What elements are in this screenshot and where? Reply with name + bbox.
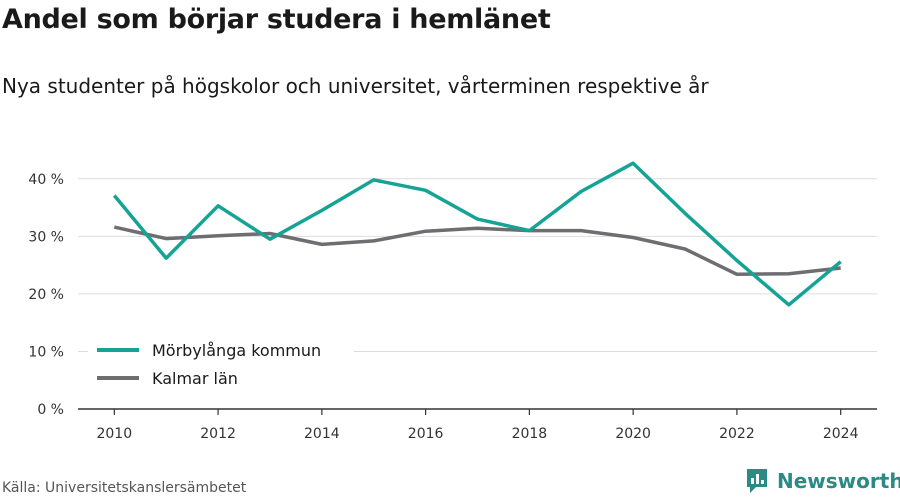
series-line xyxy=(113,225,841,277)
x-tick-label: 2022 xyxy=(719,426,755,442)
y-tick-label: 30 % xyxy=(28,229,64,245)
newsworthy-logo: Newsworthy xyxy=(745,468,900,494)
x-tick-label: 2014 xyxy=(304,426,340,442)
source-note: Källa: Universitetskanslersämbetet xyxy=(2,480,247,496)
bar-chart-icon xyxy=(747,469,767,493)
legend-label: Mörbylånga kommun xyxy=(152,341,321,360)
y-tick-label: 40 % xyxy=(28,172,64,188)
y-tick-label: 10 % xyxy=(28,344,64,360)
legend-label: Kalmar län xyxy=(152,369,238,388)
series-line xyxy=(112,161,842,307)
x-tick-label: 2010 xyxy=(96,426,132,442)
x-tick-label: 2018 xyxy=(512,426,548,442)
brand-name: Newsworthy xyxy=(777,469,900,493)
chart-subtitle: Nya studenter på högskolor och universit… xyxy=(2,74,709,98)
y-tick-label: 20 % xyxy=(28,287,64,303)
legend-background xyxy=(88,334,354,392)
x-tick-label: 2016 xyxy=(408,426,444,442)
y-tick-label: 0 % xyxy=(37,402,64,418)
x-tick-label: 2020 xyxy=(615,426,651,442)
x-tick-label: 2024 xyxy=(823,426,859,442)
x-tick-label: 2012 xyxy=(200,426,236,442)
chart-title: Andel som börjar studera i hemlänet xyxy=(2,4,551,35)
